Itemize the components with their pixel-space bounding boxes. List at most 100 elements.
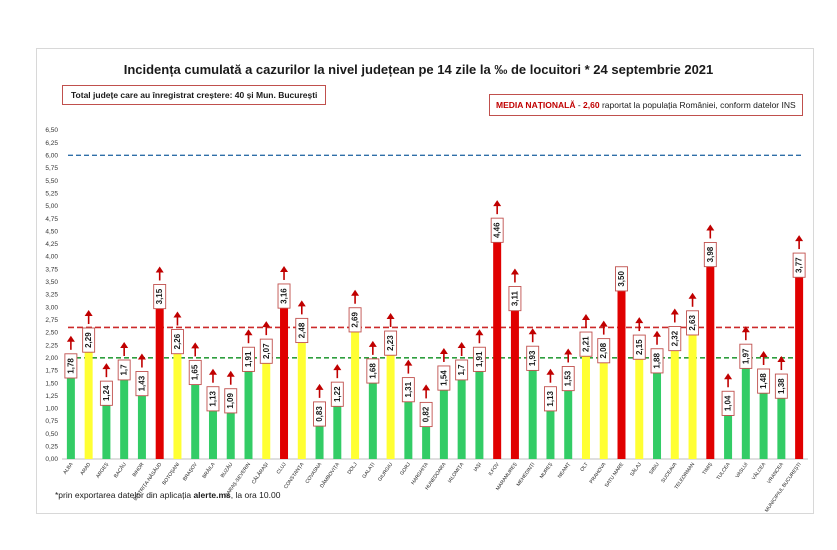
increase-arrow-icon	[457, 342, 466, 349]
national-average-label: MEDIA NAȚIONALĂ	[496, 100, 576, 110]
data-label-box	[259, 338, 273, 364]
data-label-box	[579, 331, 593, 357]
bar	[155, 299, 164, 459]
bar	[475, 362, 484, 459]
category-label: SIBIU	[648, 461, 661, 475]
bar-group: 0,83	[313, 383, 326, 459]
bar	[191, 375, 200, 459]
bar	[439, 381, 448, 459]
data-label-box	[632, 334, 646, 360]
increase-arrow-icon	[670, 308, 679, 315]
data-label: 2,08	[599, 342, 608, 358]
data-label: 1,65	[191, 364, 200, 380]
category-label: IAȘI	[473, 462, 483, 473]
y-tick-label: 5,00	[45, 203, 58, 210]
data-label: 2,15	[635, 339, 644, 355]
bar-group: 1,97	[739, 326, 753, 459]
data-label: 1,13	[546, 390, 555, 406]
bar	[386, 346, 395, 459]
bar-group: 2,69	[348, 289, 362, 459]
data-label-box	[526, 345, 540, 371]
bar-group: 1,22	[330, 364, 344, 459]
bar-group: 1,54	[437, 347, 451, 459]
data-label-box	[224, 388, 238, 414]
category-label: MUNICIPIUL BUCUREȘTI	[764, 462, 803, 514]
y-tick-label: 0,25	[45, 444, 58, 451]
bar	[262, 354, 271, 459]
data-label-box	[117, 359, 131, 381]
data-label: 1,09	[226, 392, 235, 408]
bar-group: 3,98	[703, 224, 717, 459]
data-label: 2,21	[581, 336, 590, 352]
bar-group: 3,16	[277, 265, 291, 459]
y-tick-label: 1,75	[45, 368, 58, 375]
category-label: VASLUI	[735, 462, 750, 480]
data-label-box	[615, 266, 628, 292]
bar	[226, 403, 235, 459]
data-label-box	[721, 390, 735, 416]
data-label-box	[686, 310, 699, 336]
data-label: 2,26	[173, 333, 182, 349]
increase-arrow-icon	[759, 350, 768, 357]
bar-group: 1,04	[721, 373, 735, 459]
bar-group: 1,53	[561, 348, 575, 459]
data-label-box	[472, 346, 486, 372]
data-label: 0,82	[422, 406, 431, 422]
y-tick-label: 1,50	[45, 380, 58, 387]
data-label: 3,77	[795, 257, 804, 273]
category-label: GIURGIU	[377, 461, 394, 482]
data-label: 1,54	[439, 370, 448, 386]
bar-group: 4,46	[490, 200, 504, 459]
bar-group: 1,43	[135, 353, 149, 459]
data-label-box	[455, 359, 469, 381]
increase-arrow-icon	[315, 383, 324, 390]
bar	[120, 372, 129, 459]
data-label-box	[792, 252, 806, 278]
bar	[315, 416, 324, 459]
national-average-text: raportat la populația României, conform …	[599, 100, 796, 110]
data-label-box	[171, 329, 184, 355]
increase-arrow-icon	[84, 309, 93, 316]
bar-group: 1,48	[757, 350, 771, 459]
data-label: 0,83	[315, 406, 324, 422]
footnote-time: , la ora 10.00	[230, 490, 281, 500]
category-label: ARAD	[79, 461, 92, 476]
bar	[795, 268, 804, 459]
y-tick-label: 6,25	[45, 140, 58, 147]
bar-group: 2,26	[171, 311, 184, 459]
chart-frame	[36, 48, 814, 514]
category-label: COVASNA	[304, 461, 323, 485]
bar	[66, 368, 75, 459]
bar	[457, 372, 466, 459]
bar-group: 2,48	[295, 300, 309, 459]
data-label: 1,24	[102, 385, 111, 401]
data-label: 1,78	[66, 358, 75, 374]
data-label: 1,91	[475, 351, 484, 367]
bar	[404, 392, 413, 459]
y-tick-label: 1,25	[45, 393, 58, 400]
data-label: 1,93	[528, 350, 537, 366]
y-tick-label: 2,50	[45, 330, 58, 337]
increase-arrow-icon	[510, 268, 519, 275]
bar	[244, 362, 253, 459]
increase-arrow-icon	[66, 335, 75, 342]
data-label: 2,48	[297, 322, 306, 338]
increase-arrow-icon	[137, 353, 146, 360]
data-label: 1,97	[741, 348, 750, 364]
bar-group: 2,63	[686, 292, 699, 459]
bar-group: 1,68	[366, 340, 380, 459]
increase-arrow-icon	[564, 348, 573, 355]
bar-group: 1,78	[64, 335, 78, 459]
bar	[528, 361, 537, 459]
data-label: 3,15	[155, 288, 164, 304]
category-label: TIMIȘ	[701, 461, 714, 476]
category-label: GALAȚI	[361, 462, 376, 480]
category-label: BOTOȘANI	[161, 462, 181, 487]
increase-arrow-icon	[262, 321, 271, 328]
bar	[510, 301, 519, 459]
bar-group: 0,82	[419, 384, 433, 459]
data-label-box	[437, 365, 451, 391]
bar	[137, 386, 146, 459]
category-label: MUREȘ	[539, 461, 555, 480]
